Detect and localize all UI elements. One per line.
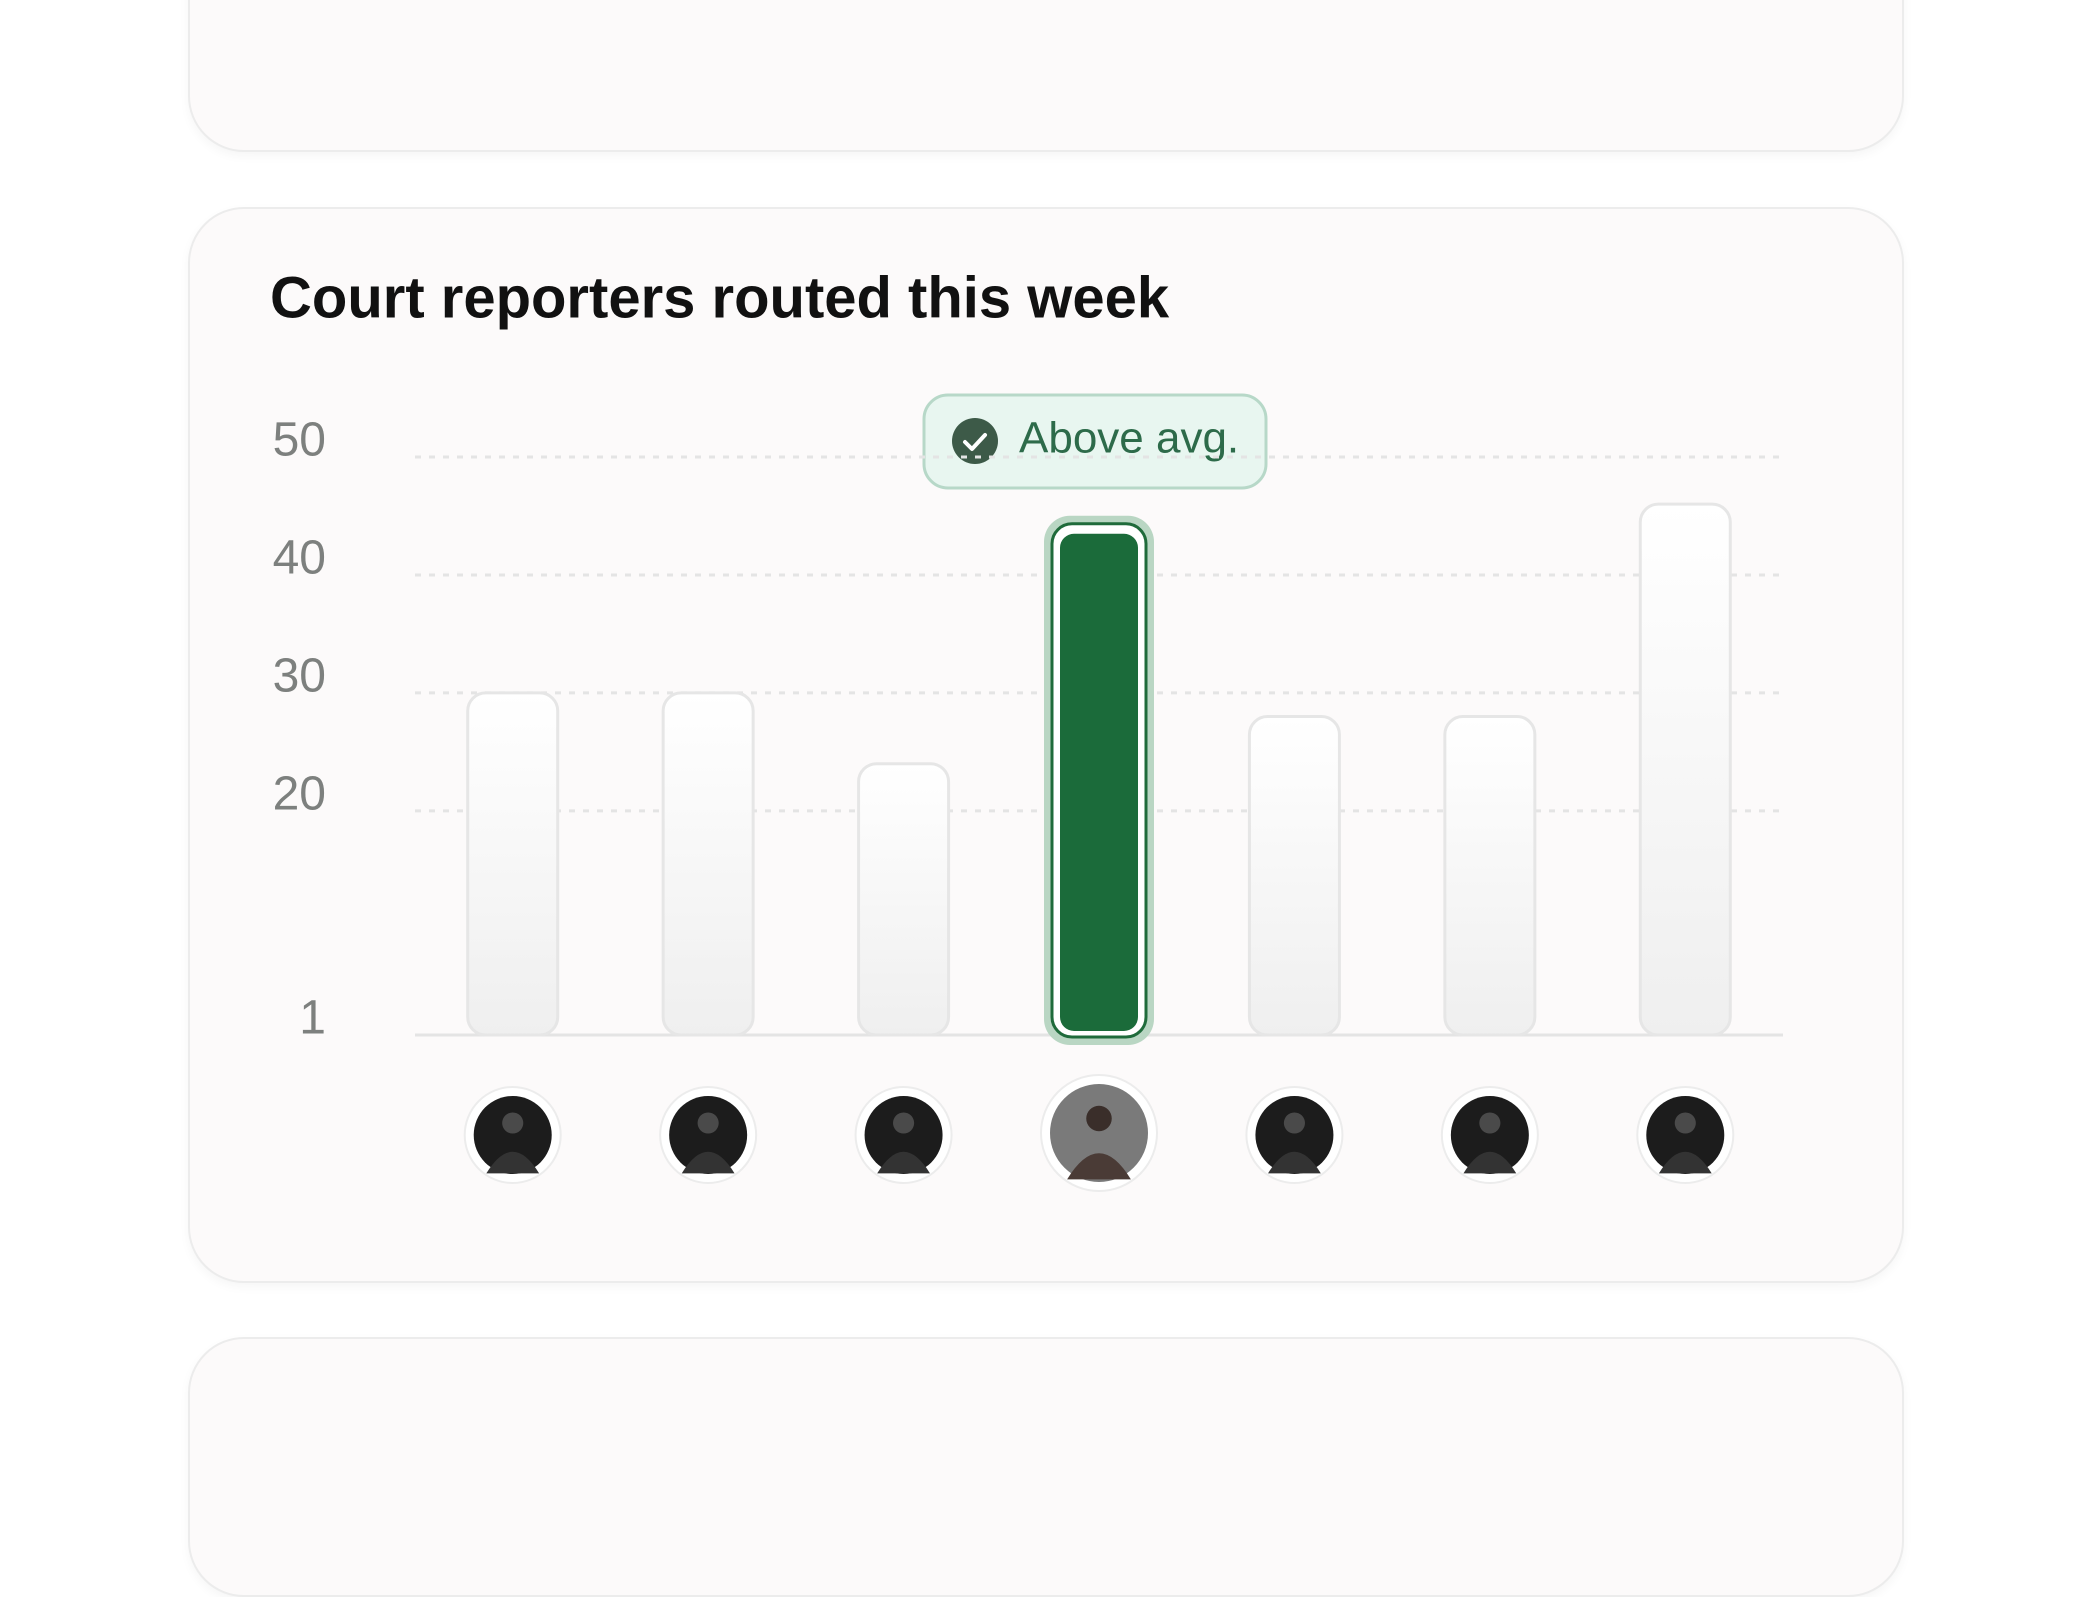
avatar-head: [1479, 1112, 1501, 1134]
bar: [1443, 715, 1537, 1037]
avatar-body: [877, 1151, 930, 1174]
avatar-head: [697, 1112, 719, 1134]
avatar: [1646, 1096, 1725, 1174]
chart: Court reporters routed this week Above a…: [270, 265, 1783, 1192]
card: [188, 0, 1904, 152]
y-tick-label: 50: [273, 414, 326, 467]
avatar: [473, 1096, 552, 1174]
avatar-head: [893, 1112, 915, 1134]
bar: [1638, 502, 1732, 1037]
avatar: [1255, 1096, 1334, 1174]
bar: [1060, 533, 1138, 1031]
y-tick-label: 1: [299, 992, 326, 1045]
bar: [466, 691, 560, 1037]
avatar: [669, 1096, 748, 1174]
avatar-head: [1674, 1112, 1696, 1134]
badge-text: Above avg.: [1019, 414, 1239, 463]
y-tick-label: 30: [273, 650, 326, 703]
avatar-body: [681, 1151, 735, 1174]
avatar-head: [502, 1112, 524, 1134]
check-icon: [952, 418, 998, 464]
avatar: [1450, 1096, 1529, 1174]
avatar-body: [486, 1151, 540, 1174]
bar: [857, 762, 951, 1037]
avatar-body: [1463, 1151, 1517, 1174]
y-tick-label: 20: [273, 768, 326, 821]
avatar: [1050, 1084, 1148, 1182]
page: Court reporters routed this week Above a…: [188, 0, 1904, 1597]
check-mark: [963, 433, 987, 451]
badge: Above avg.: [922, 393, 1268, 490]
avatar-body: [1658, 1151, 1712, 1174]
avatar: [864, 1096, 943, 1174]
y-tick-label: 40: [273, 532, 326, 585]
bar: [661, 691, 755, 1037]
avatar-body: [1067, 1153, 1131, 1180]
avatar-head: [1283, 1112, 1305, 1134]
avatar-body: [1268, 1151, 1321, 1174]
chart-title: Court reporters routed this week: [270, 265, 1170, 330]
avatar-head: [1086, 1105, 1112, 1132]
badge-box: [922, 393, 1268, 490]
bar: [1247, 715, 1341, 1037]
